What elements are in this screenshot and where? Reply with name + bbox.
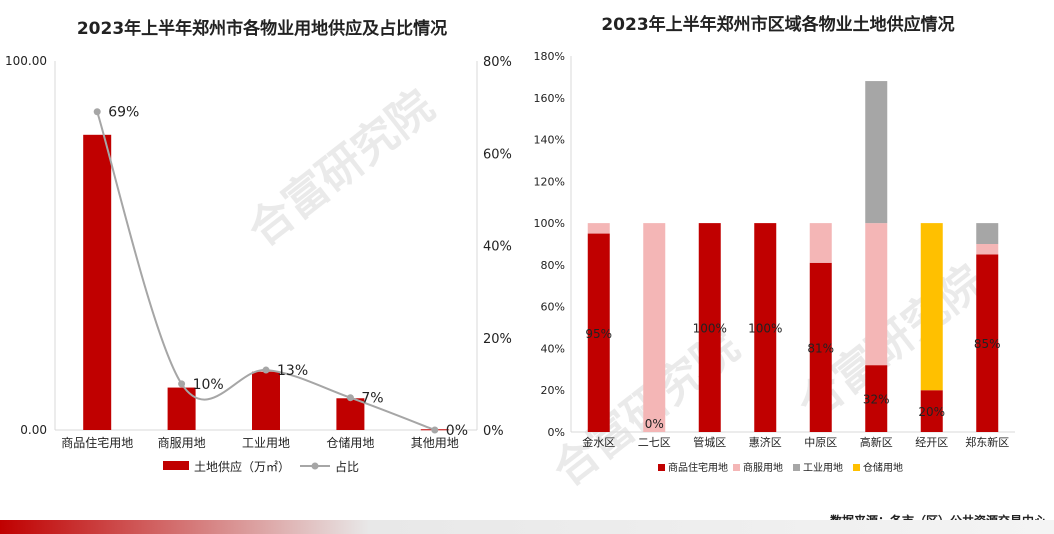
stack-segment: [587, 223, 610, 234]
y-tick-label: 120%: [534, 175, 565, 188]
share-line: [96, 111, 436, 431]
residential-data-label: 0%: [645, 417, 664, 431]
left-y-tick-label: 0.00: [20, 423, 47, 437]
legend-swatch: [853, 464, 860, 471]
stack-segment: [865, 81, 888, 224]
footer-bar: [0, 520, 1054, 534]
share-data-label: 7%: [361, 391, 383, 407]
supply-bar: [83, 134, 112, 431]
legend-swatch-share-marker: [311, 462, 319, 470]
left-chart: 2023年上半年郑州市各物业用地供应及占比情况 0.00 100.00 0% 20% 4…: [5, 18, 512, 474]
x-category-label: 商品住宅用地: [61, 435, 133, 450]
y-tick-label: 0%: [548, 426, 565, 439]
x-category-label: 惠济区: [749, 435, 782, 449]
share-data-label: 0%: [446, 423, 468, 439]
x-category-label: 高新区: [860, 435, 893, 449]
stack-segment: [809, 262, 832, 432]
stack-segment: [587, 233, 610, 432]
stack-segment: [754, 223, 777, 432]
right-y-tick-label: 80%: [483, 55, 512, 70]
left-chart-title: 2023年上半年郑州市各物业用地供应及占比情况: [77, 18, 447, 39]
legend-label: 商服用地: [743, 461, 783, 474]
right-y-tick-label: 60%: [483, 147, 512, 162]
residential-data-label: 32%: [863, 393, 890, 407]
supply-bar: [336, 398, 365, 430]
legend-swatch: [733, 464, 740, 471]
right-y-tick-label: 0%: [483, 424, 504, 439]
y-tick-label: 20%: [541, 384, 565, 397]
y-tick-label: 80%: [541, 259, 565, 272]
share-point: [178, 380, 186, 388]
y-tick-label: 180%: [534, 50, 565, 63]
y-tick-label: 60%: [541, 301, 565, 314]
left-y-tick-label: 100.00: [5, 54, 47, 68]
right-y-tick-label: 20%: [483, 332, 512, 347]
legend-label-supply: 土地供应（万㎡）: [194, 459, 290, 474]
x-category-label: 中原区: [804, 436, 837, 449]
stack-segment: [643, 223, 666, 432]
legend-label: 商品住宅用地: [668, 461, 728, 474]
stack-segment: [865, 365, 888, 432]
stack-segment: [976, 244, 999, 255]
share-point: [431, 426, 439, 434]
y-tick-label: 40%: [541, 342, 565, 355]
x-category-label: 商服用地: [158, 435, 206, 450]
x-category-label: 经开区: [915, 436, 948, 449]
legend-label-share: 占比: [335, 459, 359, 474]
right-y-tick-label: 40%: [483, 240, 512, 255]
supply-bar: [252, 371, 280, 430]
share-data-label: 10%: [193, 377, 224, 393]
share-data-label: 69%: [108, 105, 139, 121]
legend-label: 工业用地: [803, 461, 843, 474]
legend-swatch-supply: [163, 461, 189, 470]
residential-data-label: 95%: [585, 327, 612, 341]
stack-segment: [920, 223, 943, 391]
right-chart-title: 2023年上半年郑州市区域各物业土地供应情况: [601, 14, 954, 35]
residential-data-label: 20%: [918, 405, 945, 419]
left-legend: 土地供应（万㎡） 占比: [163, 459, 359, 474]
watermark-text: 合富研究院: [239, 81, 444, 257]
right-chart: 2023年上半年郑州市区域各物业土地供应情况 0% 20% 40% 60% 80% 100…: [534, 14, 1015, 474]
residential-data-label: 81%: [807, 341, 834, 355]
stack-segment: [920, 390, 943, 432]
left-plot-area: 0.00 100.00 0% 20% 40% 60% 80% 商品住宅用地 商服用地 工业用地 仓储…: [5, 54, 512, 450]
y-tick-label: 140%: [534, 134, 565, 147]
share-point: [93, 108, 101, 116]
x-category-label: 其他用地: [411, 436, 459, 450]
right-plot-area: 0% 20% 40% 60% 80% 100% 120% 140% 160% 180% 金水区 95%…: [534, 50, 1015, 449]
x-category-label: 管城区: [693, 435, 726, 449]
stack-segment: [976, 223, 999, 244]
y-tick-label: 100%: [534, 217, 565, 230]
stack-segment: [698, 223, 721, 432]
stack-segment: [809, 223, 832, 263]
legend-label: 仓储用地: [863, 461, 903, 474]
x-category-label: 工业用地: [242, 436, 290, 450]
y-tick-label: 160%: [534, 92, 565, 105]
x-category-label: 金水区: [582, 435, 615, 449]
legend-swatch: [793, 464, 800, 471]
stack-segment: [865, 223, 888, 366]
x-category-label: 郑东新区: [965, 435, 1009, 449]
share-point: [262, 366, 270, 374]
stack-segment: [976, 254, 999, 432]
share-point: [346, 394, 354, 402]
right-legend: 商品住宅用地 商服用地 工业用地 仓储用地: [658, 461, 903, 474]
x-category-label: 仓储用地: [326, 435, 374, 450]
x-category-label: 二七区: [638, 436, 671, 449]
residential-data-label: 85%: [974, 337, 1001, 351]
residential-data-label: 100%: [748, 322, 782, 336]
residential-data-label: 100%: [693, 322, 727, 336]
share-data-label: 13%: [277, 363, 308, 379]
legend-swatch: [658, 464, 665, 471]
